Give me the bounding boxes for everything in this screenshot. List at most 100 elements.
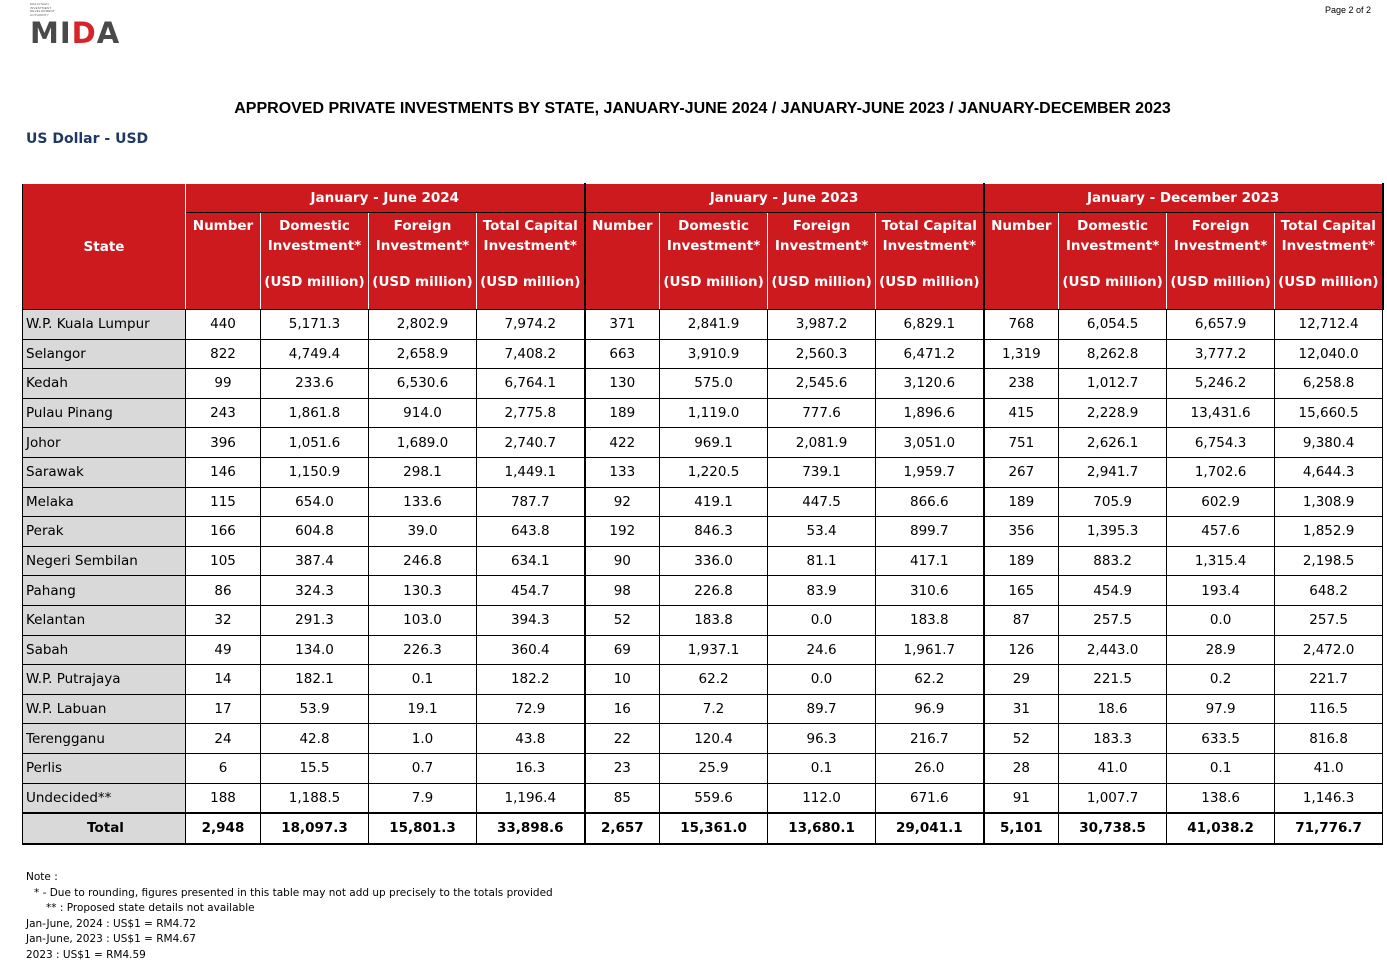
state-name: Pulau Pinang [23, 398, 186, 428]
table-cell: 98 [585, 576, 660, 606]
table-cell: 324.3 [261, 576, 369, 606]
header-column: Foreign Investment*(USD million) [1167, 213, 1275, 310]
table-cell: 360.4 [477, 635, 585, 665]
table-cell: 133 [585, 457, 660, 487]
table-cell: 3,910.9 [660, 339, 768, 369]
table-cell: 69 [585, 635, 660, 665]
table-cell: 216.7 [876, 724, 984, 754]
table-cell: 777.6 [768, 398, 876, 428]
table-cell: 1,012.7 [1059, 369, 1167, 399]
table-cell: 138.6 [1167, 783, 1275, 813]
table-cell: 221.5 [1059, 665, 1167, 695]
table-cell: 559.6 [660, 783, 768, 813]
table-cell: 1,861.8 [261, 398, 369, 428]
column-label: Foreign Investment* [376, 218, 469, 254]
header-period: January - June 2023 [585, 184, 984, 213]
table-cell: 24 [186, 724, 261, 754]
page-number: Page 2 of 2 [1325, 5, 1371, 15]
table-cell: 17 [186, 694, 261, 724]
table-cell: 189 [984, 487, 1059, 517]
table-cell: 5,101 [984, 813, 1059, 844]
page-title: APPROVED PRIVATE INVESTMENTS BY STATE, J… [0, 100, 1387, 118]
table-cell: 415 [984, 398, 1059, 428]
state-name: Sabah [23, 635, 186, 665]
table-cell: 846.3 [660, 517, 768, 547]
table-cell: 417.1 [876, 546, 984, 576]
table-cell: 298.1 [369, 457, 477, 487]
table-cell: 751 [984, 428, 1059, 458]
header-period: January - June 2024 [186, 184, 585, 213]
table-cell: 2,472.0 [1275, 635, 1383, 665]
state-name: Undecided** [23, 783, 186, 813]
table-cell: 166 [186, 517, 261, 547]
table-cell: 13,431.6 [1167, 398, 1275, 428]
note-rounding: * - Due to rounding, figures presented i… [26, 886, 553, 902]
table-cell: 1.0 [369, 724, 477, 754]
column-unit: (USD million) [768, 272, 875, 292]
note-undecided: ** : Proposed state details not availabl… [26, 901, 553, 917]
table-cell: 71,776.7 [1275, 813, 1383, 844]
table-cell: 866.6 [876, 487, 984, 517]
table-cell: 13,680.1 [768, 813, 876, 844]
table-cell: 267 [984, 457, 1059, 487]
table-cell: 6,657.9 [1167, 310, 1275, 340]
table-cell: 15,801.3 [369, 813, 477, 844]
table-cell: 1,007.7 [1059, 783, 1167, 813]
state-name: Kedah [23, 369, 186, 399]
column-unit: (USD million) [477, 272, 584, 292]
table-cell: 188 [186, 783, 261, 813]
table-cell: 969.1 [660, 428, 768, 458]
table-cell: 1,689.0 [369, 428, 477, 458]
state-name: Johor [23, 428, 186, 458]
table-cell: 1,959.7 [876, 457, 984, 487]
table-cell: 7.2 [660, 694, 768, 724]
table-cell: 90 [585, 546, 660, 576]
table-cell: 238 [984, 369, 1059, 399]
table-cell: 28.9 [1167, 635, 1275, 665]
table-cell: 356 [984, 517, 1059, 547]
table-cell: 1,119.0 [660, 398, 768, 428]
table-cell: 2,941.7 [1059, 457, 1167, 487]
table-cell: 447.5 [768, 487, 876, 517]
table-cell: 634.1 [477, 546, 585, 576]
table-cell: 92 [585, 487, 660, 517]
table-cell: 419.1 [660, 487, 768, 517]
table-cell: 39.0 [369, 517, 477, 547]
table-cell: 3,987.2 [768, 310, 876, 340]
table-cell: 103.0 [369, 605, 477, 635]
table-cell: 2,545.6 [768, 369, 876, 399]
table-cell: 822 [186, 339, 261, 369]
table-cell: 99 [186, 369, 261, 399]
table-cell: 52 [984, 724, 1059, 754]
table-cell: 648.2 [1275, 576, 1383, 606]
table-cell: 1,319 [984, 339, 1059, 369]
table-cell: 24.6 [768, 635, 876, 665]
header-state: State [23, 184, 186, 310]
header-column: Domestic Investment*(USD million) [660, 213, 768, 310]
table-cell: 62.2 [876, 665, 984, 695]
table-cell: 604.8 [261, 517, 369, 547]
table-cell: 1,051.6 [261, 428, 369, 458]
table-cell: 1,896.6 [876, 398, 984, 428]
table-cell: 1,315.4 [1167, 546, 1275, 576]
table-cell: 189 [984, 546, 1059, 576]
table-cell: 19.1 [369, 694, 477, 724]
table-cell: 1,702.6 [1167, 457, 1275, 487]
table-cell: 15.5 [261, 753, 369, 783]
table-cell: 3,777.2 [1167, 339, 1275, 369]
table-cell: 7,408.2 [477, 339, 585, 369]
table-cell: 4,749.4 [261, 339, 369, 369]
table-cell: 2,775.8 [477, 398, 585, 428]
table-cell: 226.3 [369, 635, 477, 665]
